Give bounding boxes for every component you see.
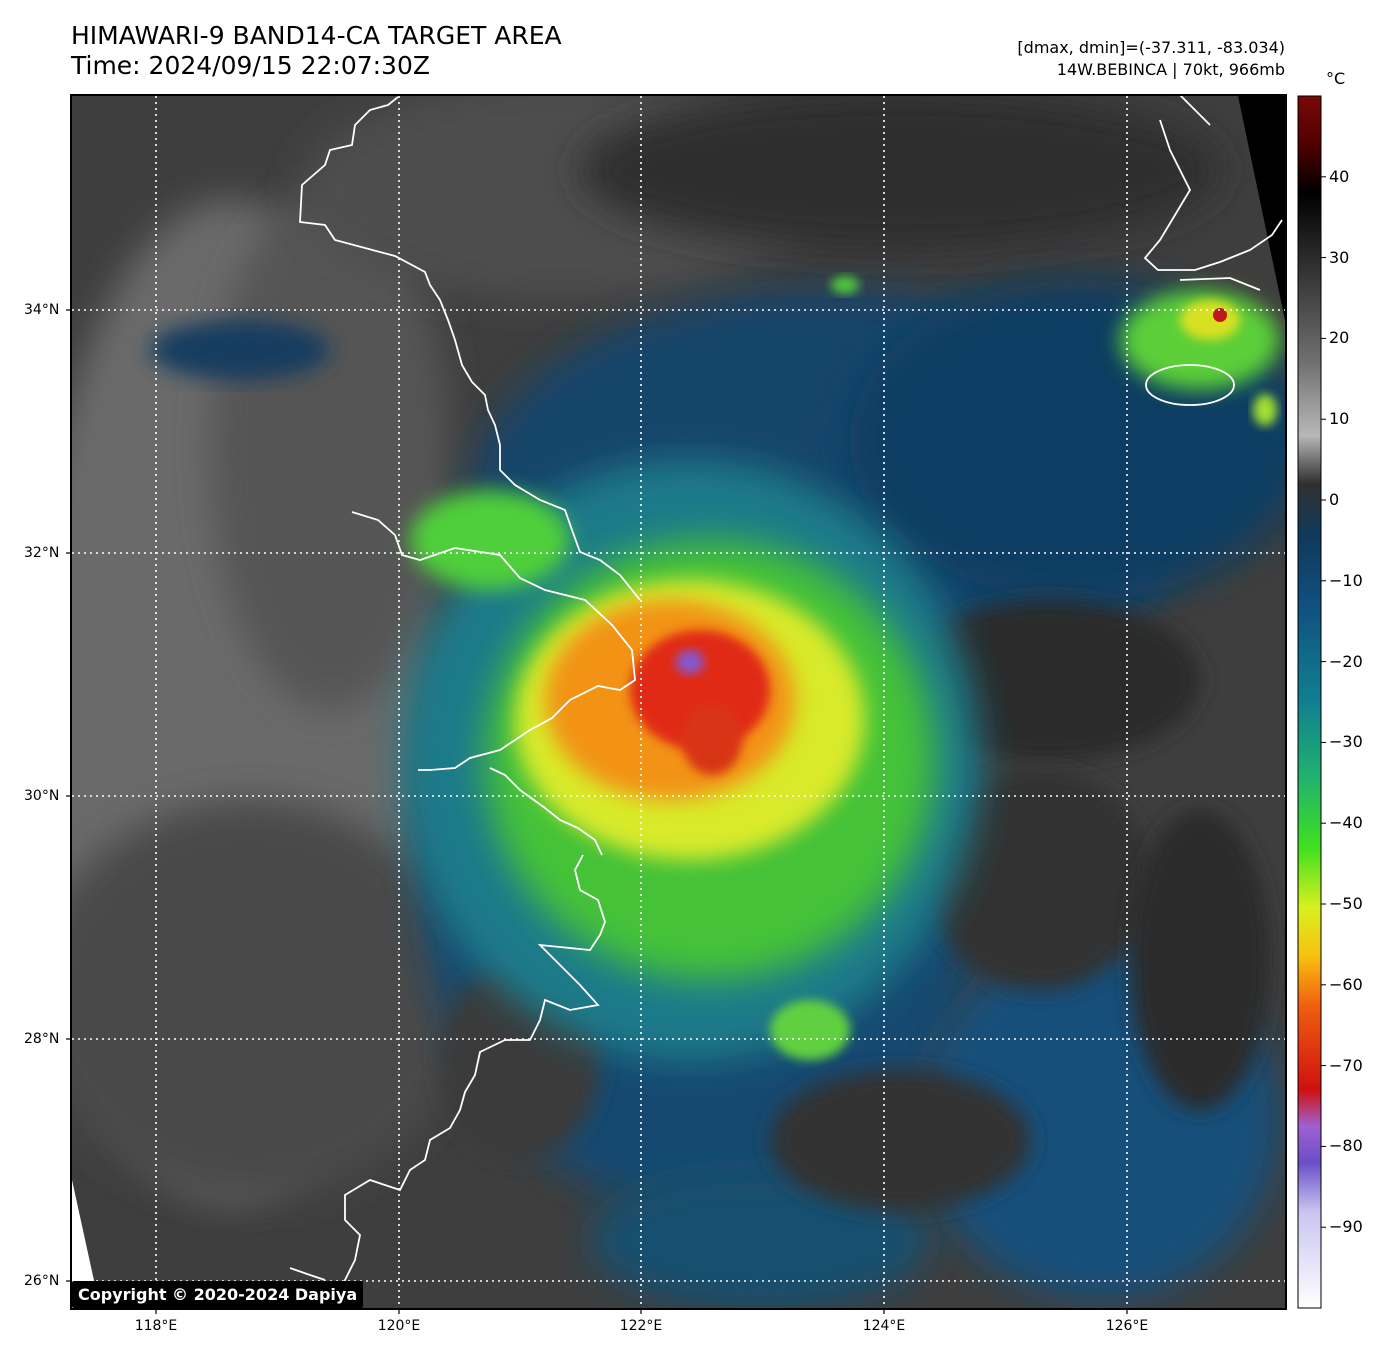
colorbar-label: 10 [1329, 409, 1350, 429]
storm-info: 14W.BEBINCA | 70kt, 966mb [1056, 60, 1285, 79]
lat-label-34: 34°N [24, 302, 60, 318]
copyright-notice: Copyright © 2020-2024 Dapiya [72, 1281, 364, 1308]
colorbar-label: −60 [1329, 974, 1363, 994]
colorbar-label: −80 [1329, 1136, 1363, 1156]
map-frame [70, 94, 1287, 1310]
colorbar [1297, 95, 1322, 1309]
coastline [289, 96, 1283, 1301]
map-title: HIMAWARI-9 BAND14-CA TARGET AREA [71, 21, 562, 50]
colorbar-ticks [1321, 176, 1326, 1228]
lon-label-118: 118°E [134, 1318, 178, 1334]
colorbar-label: 0 [1329, 490, 1340, 509]
colorbar-label: −20 [1329, 651, 1363, 671]
colorbar-label: −40 [1329, 813, 1363, 833]
axis-ticks [66, 309, 1128, 1314]
dmax-dmin-readout: [dmax, dmin]=(-37.311, -83.034) [1017, 38, 1285, 57]
lat-label-26: 26°N [24, 1273, 60, 1289]
colorbar-unit: °C [1326, 69, 1346, 88]
lat-label-32: 32°N [24, 545, 60, 561]
lat-label-28: 28°N [24, 1031, 60, 1047]
lon-label-120: 120°E [377, 1318, 421, 1334]
map-time: Time: 2024/09/15 22:07:30Z [71, 51, 430, 80]
lon-label-122: 122°E [619, 1318, 663, 1334]
colorbar-label: 40 [1329, 166, 1350, 186]
gridlines [72, 96, 1285, 1308]
colorbar-label: −10 [1329, 570, 1363, 590]
colorbar-label: −90 [1329, 1217, 1363, 1237]
imagery-layer [72, 96, 1285, 1308]
lon-label-126: 126°E [1105, 1318, 1149, 1334]
lon-label-124: 124°E [862, 1318, 906, 1334]
colorbar-label: 30 [1329, 247, 1350, 267]
colorbar-label: −70 [1329, 1055, 1363, 1075]
colorbar-label: −50 [1329, 894, 1363, 913]
lat-label-30: 30°N [24, 788, 60, 804]
colorbar-label: 20 [1329, 328, 1350, 348]
colorbar-label: −30 [1329, 732, 1363, 752]
